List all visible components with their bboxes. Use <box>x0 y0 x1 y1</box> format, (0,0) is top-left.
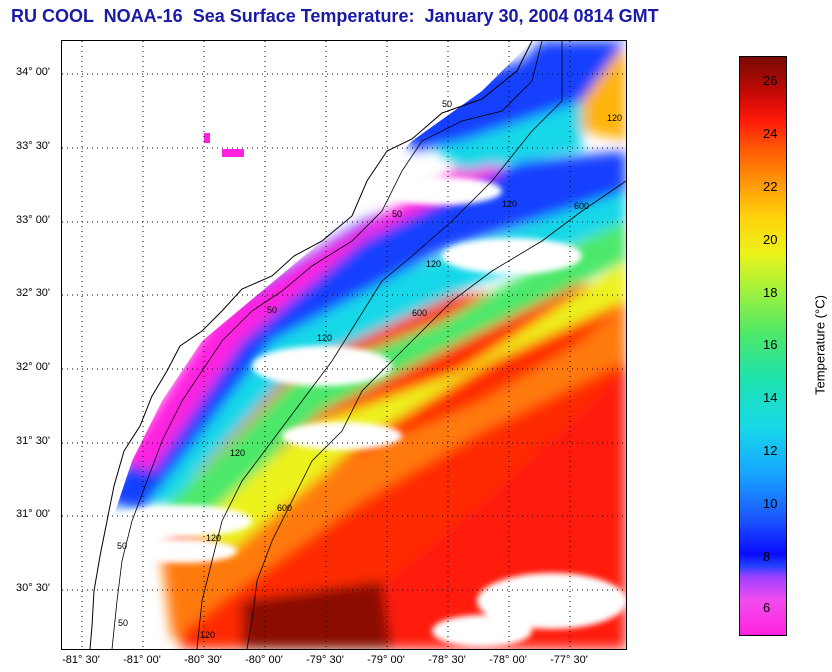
colorbar-tick: 16 <box>763 337 778 352</box>
lat-label: 32° 30' <box>16 287 51 299</box>
sst-map-image: 50 120 50 120 600 120 50 600 120 120 600… <box>62 41 626 649</box>
warm-dark-core <box>242 581 392 649</box>
isobath-label: 120 <box>502 199 517 209</box>
isobath-label: 50 <box>118 618 128 628</box>
lon-label: -81° 30' <box>62 654 100 666</box>
isobath-label: 120 <box>206 533 221 543</box>
cloud-patch <box>112 505 252 537</box>
isobath-label: 50 <box>392 209 402 219</box>
cloud-patch <box>127 539 237 563</box>
colorbar-tick: 24 <box>763 126 778 141</box>
colorbar-tick: 18 <box>763 285 778 300</box>
sst-map-panel[interactable]: 50 120 50 120 600 120 50 600 120 120 600… <box>61 40 627 650</box>
colorbar-tick: 22 <box>763 179 778 194</box>
colorbar-tick: 20 <box>763 232 778 247</box>
temperature-colorbar <box>739 56 787 636</box>
lon-label: -81° 00' <box>123 654 161 666</box>
land-mask <box>62 41 532 649</box>
lat-label: 31° 30' <box>16 435 51 447</box>
coastline <box>89 41 533 649</box>
lon-label: -78° 30' <box>428 654 466 666</box>
isobath-label: 50 <box>442 99 452 109</box>
isobath-label: 600 <box>412 308 427 318</box>
lon-label: -79° 30' <box>306 654 344 666</box>
isobath-label: 50 <box>117 541 127 551</box>
isobath-50 <box>111 41 543 649</box>
figure-title: RU COOL NOAA-16 Sea Surface Temperature:… <box>11 6 659 26</box>
colorbar-tick: 8 <box>763 549 771 564</box>
lat-label: 33° 30' <box>16 140 51 152</box>
cold-pixel-patch <box>204 133 210 143</box>
lon-label: -80° 00' <box>245 654 283 666</box>
yellow-band <box>182 261 626 551</box>
isobath-label: 120 <box>607 113 622 123</box>
orange-band <box>162 301 626 641</box>
cloud-patch <box>282 422 402 450</box>
cloud-patch <box>252 346 392 386</box>
cloud-patch <box>432 615 532 647</box>
isobath-label: 120 <box>426 259 441 269</box>
cloud-patch <box>382 177 502 205</box>
colorbar-tick: 26 <box>763 73 778 88</box>
cold-nearshore-water <box>122 141 502 471</box>
isobath-label: 120 <box>200 630 215 640</box>
colorbar-tick: 14 <box>763 390 778 405</box>
isobath-600 <box>246 180 626 649</box>
isobath-120 <box>196 41 563 649</box>
colorbar-tick: 10 <box>763 496 778 511</box>
lat-label: 32° 00' <box>16 361 51 373</box>
lat-label: 31° 00' <box>16 508 51 520</box>
cloud-patch <box>442 238 582 274</box>
cold-pixel-patch <box>222 149 244 157</box>
blue-shelf-water <box>102 151 626 511</box>
colorbar-label: Temperature (°C) <box>812 295 828 395</box>
lon-label: -80° 30' <box>184 654 222 666</box>
cloud-patch <box>477 573 626 629</box>
isobath-label: 120 <box>230 448 245 458</box>
graticule <box>62 41 626 649</box>
lon-label: -78° 00' <box>489 654 527 666</box>
colorbar-tick: 12 <box>763 443 778 458</box>
lon-label: -79° 00' <box>367 654 405 666</box>
isobath-label: 50 <box>267 305 277 315</box>
lat-label: 34° 00' <box>16 66 51 78</box>
lat-label: 33° 00' <box>16 214 51 226</box>
isobath-label: 120 <box>317 333 332 343</box>
isobath-label: 600 <box>277 503 292 513</box>
lon-label: -77° 30' <box>550 654 588 666</box>
lat-label: 30° 30' <box>16 582 51 594</box>
colorbar-tick: 6 <box>763 600 771 615</box>
isobath-label: 600 <box>574 201 589 211</box>
